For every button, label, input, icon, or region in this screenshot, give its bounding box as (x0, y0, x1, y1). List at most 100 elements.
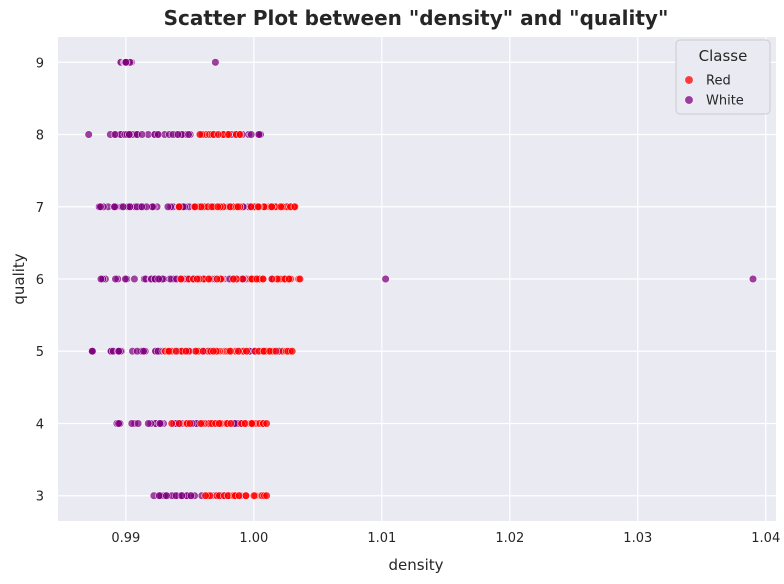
data-point (213, 202, 222, 211)
data-point (175, 202, 184, 211)
legend-label-red: Red (706, 74, 731, 89)
data-point (226, 347, 235, 356)
legend-title: Classe (699, 47, 748, 65)
data-point (381, 274, 390, 284)
data-point (242, 347, 251, 356)
legend-marker-white (684, 95, 694, 105)
data-point (246, 202, 255, 211)
data-point (241, 491, 250, 500)
legend-label-white: White (706, 94, 744, 109)
x-tick-label: 1.04 (751, 531, 780, 546)
data-point (88, 347, 97, 356)
data-point (209, 347, 218, 356)
legend-box (675, 39, 771, 115)
x-tick-label: 1.01 (367, 531, 396, 546)
legend: Classe Red White (675, 39, 771, 115)
data-point (186, 491, 195, 500)
y-tick-label: 3 (36, 490, 44, 505)
data-point (247, 130, 256, 139)
data-point (137, 202, 146, 211)
data-point (185, 419, 194, 428)
data-point (155, 491, 164, 500)
data-point (195, 130, 204, 139)
data-point (163, 202, 172, 211)
data-point (254, 130, 264, 139)
data-point (125, 130, 134, 139)
x-tick-label: 0.99 (111, 531, 140, 546)
data-point (214, 130, 223, 139)
x-tick-label: 1.00 (239, 531, 268, 546)
data-point (176, 274, 185, 284)
data-point (173, 130, 183, 139)
legend-marker-red (684, 75, 694, 85)
data-point (215, 419, 224, 428)
data-point (284, 274, 293, 284)
data-point (84, 130, 93, 139)
data-point (235, 491, 244, 500)
data-point (201, 491, 210, 500)
y-axis-label: quality (10, 253, 28, 304)
data-point (155, 419, 164, 428)
data-point (271, 347, 280, 356)
data-point (165, 347, 174, 356)
chart-title: Scatter Plot between "density" and "qual… (164, 6, 669, 30)
data-point (276, 202, 285, 211)
data-point (211, 58, 220, 67)
y-tick-label: 5 (36, 345, 44, 360)
x-tick-label: 1.03 (623, 531, 652, 546)
data-point (111, 274, 120, 284)
data-point (262, 419, 271, 428)
data-points (84, 58, 758, 500)
data-point (258, 274, 268, 284)
data-point (154, 130, 163, 139)
y-tick-label: 4 (36, 417, 44, 432)
data-point (204, 274, 213, 284)
y-tick-label: 8 (36, 129, 44, 144)
data-point (172, 347, 181, 356)
data-point (288, 347, 297, 356)
data-point (249, 491, 259, 500)
series-red (161, 130, 304, 500)
data-point (262, 491, 271, 500)
data-point (212, 274, 222, 284)
data-point (134, 419, 143, 428)
data-point (233, 202, 243, 211)
y-tick-label: 9 (36, 56, 44, 71)
data-point (190, 202, 200, 211)
data-point (234, 347, 243, 356)
data-point (198, 347, 208, 356)
data-point (254, 202, 263, 211)
data-point (139, 347, 148, 356)
data-point (154, 274, 163, 284)
x-axis-label: density (389, 556, 444, 574)
data-point (167, 419, 176, 428)
data-point (96, 274, 106, 284)
y-tick-label: 6 (36, 273, 44, 288)
data-point (114, 419, 123, 428)
data-point (238, 274, 247, 284)
data-point (121, 58, 131, 67)
data-point (193, 274, 202, 284)
data-point (226, 419, 235, 428)
y-tick-label: 7 (36, 201, 44, 216)
y-axis: 3 4 5 6 7 8 9 (36, 56, 44, 504)
data-point (267, 202, 276, 211)
data-point (144, 419, 153, 428)
data-point (196, 419, 205, 428)
data-point (181, 347, 190, 356)
data-point (229, 274, 238, 284)
data-point (114, 347, 123, 356)
data-point (137, 130, 147, 139)
data-point (121, 274, 130, 284)
data-point (240, 419, 250, 428)
data-point (119, 202, 128, 211)
data-point (748, 274, 758, 284)
data-point (110, 130, 119, 139)
data-point (130, 274, 139, 284)
data-point (290, 202, 299, 211)
data-point (110, 202, 119, 211)
data-point (236, 130, 245, 139)
data-point (177, 491, 186, 500)
data-point (295, 274, 304, 284)
